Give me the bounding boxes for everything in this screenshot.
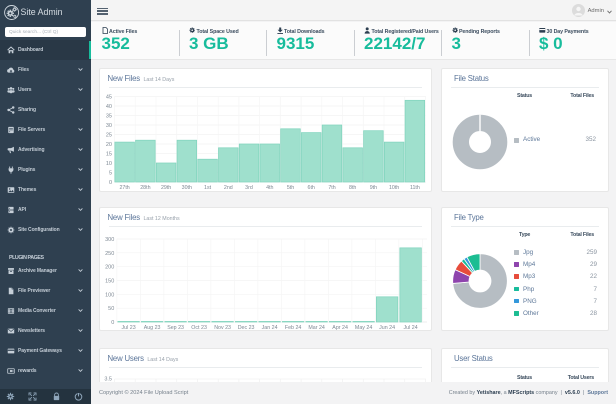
svg-text:150: 150 [105, 279, 114, 285]
svg-text:4th: 4th [266, 185, 273, 191]
svg-text:300: 300 [105, 237, 114, 243]
svg-text:25: 25 [106, 133, 112, 139]
svg-text:250: 250 [105, 251, 114, 257]
svg-text:3.5: 3.5 [104, 377, 112, 383]
svg-text:Aug 23: Aug 23 [144, 325, 161, 330]
svg-text:2nd: 2nd [224, 185, 233, 191]
svg-text:40: 40 [106, 104, 112, 110]
svg-text:50: 50 [108, 306, 114, 312]
svg-text:20: 20 [106, 142, 112, 148]
svg-text:3rd: 3rd [245, 185, 253, 191]
svg-text:10th: 10th [389, 185, 399, 191]
svg-text:100: 100 [105, 292, 114, 298]
svg-text:11th: 11th [410, 185, 420, 191]
svg-text:0: 0 [109, 180, 112, 186]
svg-text:6th: 6th [308, 185, 315, 191]
svg-text:27th: 27th [119, 185, 129, 191]
svg-text:10: 10 [106, 161, 112, 167]
svg-text:Feb 24: Feb 24 [285, 325, 302, 330]
svg-text:Mar 24: Mar 24 [308, 325, 325, 330]
svg-text:1st: 1st [204, 185, 212, 191]
svg-text:May 24: May 24 [355, 325, 372, 330]
svg-text:15: 15 [106, 152, 112, 158]
svg-text:Jul 23: Jul 23 [122, 325, 136, 330]
svg-text:Oct 23: Oct 23 [191, 325, 207, 330]
svg-text:35: 35 [106, 114, 112, 120]
svg-text:Sep 23: Sep 23 [167, 325, 184, 330]
svg-text:Dec 23: Dec 23 [238, 325, 255, 330]
svg-text:30th: 30th [182, 185, 192, 191]
svg-text:Jul 24: Jul 24 [404, 325, 418, 330]
svg-text:Nov 23: Nov 23 [214, 325, 231, 330]
svg-text:7th: 7th [328, 185, 335, 191]
svg-text:45: 45 [106, 95, 112, 101]
svg-text:29th: 29th [161, 185, 171, 191]
svg-text:28th: 28th [140, 185, 150, 191]
svg-text:Apr 24: Apr 24 [332, 325, 348, 330]
svg-text:5th: 5th [287, 185, 294, 191]
svg-text:200: 200 [105, 265, 114, 271]
svg-text:Jun 24: Jun 24 [379, 325, 395, 330]
svg-text:0: 0 [111, 320, 114, 326]
svg-text:8th: 8th [349, 185, 356, 191]
svg-text:5: 5 [109, 171, 112, 177]
svg-text:Jan 24: Jan 24 [262, 325, 278, 330]
svg-text:30: 30 [106, 123, 112, 129]
svg-text:9th: 9th [370, 185, 377, 191]
